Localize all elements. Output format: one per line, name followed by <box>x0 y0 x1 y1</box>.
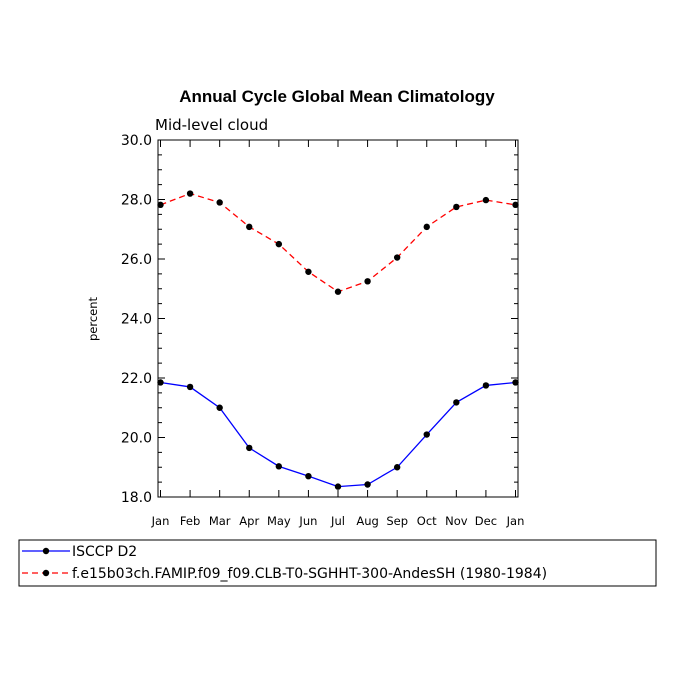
data-point <box>246 223 253 231</box>
x-tick-label: Oct <box>417 514 437 528</box>
data-point <box>393 254 401 261</box>
y-tick-label: 20.0 <box>121 431 152 447</box>
x-tick-label: Aug <box>356 514 378 528</box>
x-tick-label: Sep <box>386 514 408 528</box>
y-tick-label: 24.0 <box>121 312 152 328</box>
x-tick-label: Apr <box>239 514 259 528</box>
series-1 <box>157 379 519 490</box>
series-2 <box>157 190 519 295</box>
x-axis-ticks: Jan Feb Mar Apr May Jun Jul Aug Sep Oct Nov Dec Jan <box>151 140 525 528</box>
y-tick-label: 18.0 <box>121 490 152 506</box>
data-point <box>482 196 490 204</box>
y-tick-label: 30.0 <box>121 133 152 149</box>
legend-swatch-marker <box>42 547 50 555</box>
x-tick-label: May <box>267 514 291 528</box>
legend-item: f.e15b03ch.FAMIP.f09_f09.CLB-T0-SGHHT-30… <box>22 566 547 582</box>
data-point <box>364 278 371 285</box>
x-tick-label: Jun <box>298 514 317 528</box>
data-point <box>275 463 283 470</box>
data-point <box>512 201 519 209</box>
data-point <box>246 444 253 452</box>
data-point <box>423 431 430 438</box>
plot-border <box>157 139 519 498</box>
data-point <box>364 481 371 488</box>
legend-item: ISCCP D2 <box>22 544 137 560</box>
data-point <box>305 472 312 480</box>
data-point <box>453 203 460 211</box>
data-point <box>334 483 342 490</box>
legend-label: f.e15b03ch.FAMIP.f09_f09.CLB-T0-SGHHT-30… <box>72 566 547 582</box>
data-point <box>275 240 283 248</box>
legend-swatch-marker <box>42 569 50 577</box>
chart-subtitle: Mid-level cloud <box>155 116 268 134</box>
data-point <box>157 379 164 386</box>
data-point <box>512 379 519 386</box>
x-tick-label: Jan <box>151 514 170 528</box>
x-tick-label: Nov <box>445 514 468 528</box>
x-tick-label: Mar <box>209 514 231 528</box>
y-tick-label: 22.0 <box>121 371 152 387</box>
legend: ISCCP D2 f.e15b03ch.FAMIP.f09_f09.CLB-T0-… <box>18 539 657 587</box>
series-line <box>160 381 516 488</box>
legend-box <box>18 539 657 587</box>
plot-frame <box>157 139 519 498</box>
data-point <box>157 201 164 209</box>
data-point <box>216 199 223 206</box>
data-point <box>305 268 312 275</box>
data-point <box>482 382 490 389</box>
y-axis-ticks: 18.0 20.0 22.0 24.0 26.0 28.0 30.0 <box>121 133 518 506</box>
data-point <box>393 464 401 471</box>
series-line <box>160 192 516 293</box>
data-point <box>216 404 223 411</box>
x-tick-label: Dec <box>475 514 497 528</box>
chart-title: Annual Cycle Global Mean Climatology <box>179 87 495 106</box>
y-axis-label: percent <box>86 296 100 341</box>
y-tick-label: 28.0 <box>121 193 152 209</box>
x-tick-label: Jan <box>506 514 525 528</box>
legend-label: ISCCP D2 <box>72 544 137 560</box>
data-point <box>186 383 194 391</box>
y-tick-label: 26.0 <box>121 252 152 268</box>
x-tick-label: Feb <box>180 514 200 528</box>
series-layer <box>157 190 519 490</box>
data-point <box>423 223 430 231</box>
x-tick-label: Jul <box>330 514 345 528</box>
data-point <box>334 288 342 295</box>
data-point <box>186 190 194 197</box>
data-point <box>453 399 460 406</box>
